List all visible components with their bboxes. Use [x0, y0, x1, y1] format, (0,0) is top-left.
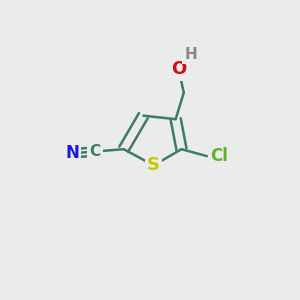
Text: C: C — [89, 144, 100, 159]
Text: S: S — [147, 156, 160, 174]
Text: N: N — [65, 144, 80, 162]
Text: Cl: Cl — [210, 147, 228, 165]
Text: O: O — [171, 61, 186, 79]
Text: H: H — [184, 47, 197, 62]
